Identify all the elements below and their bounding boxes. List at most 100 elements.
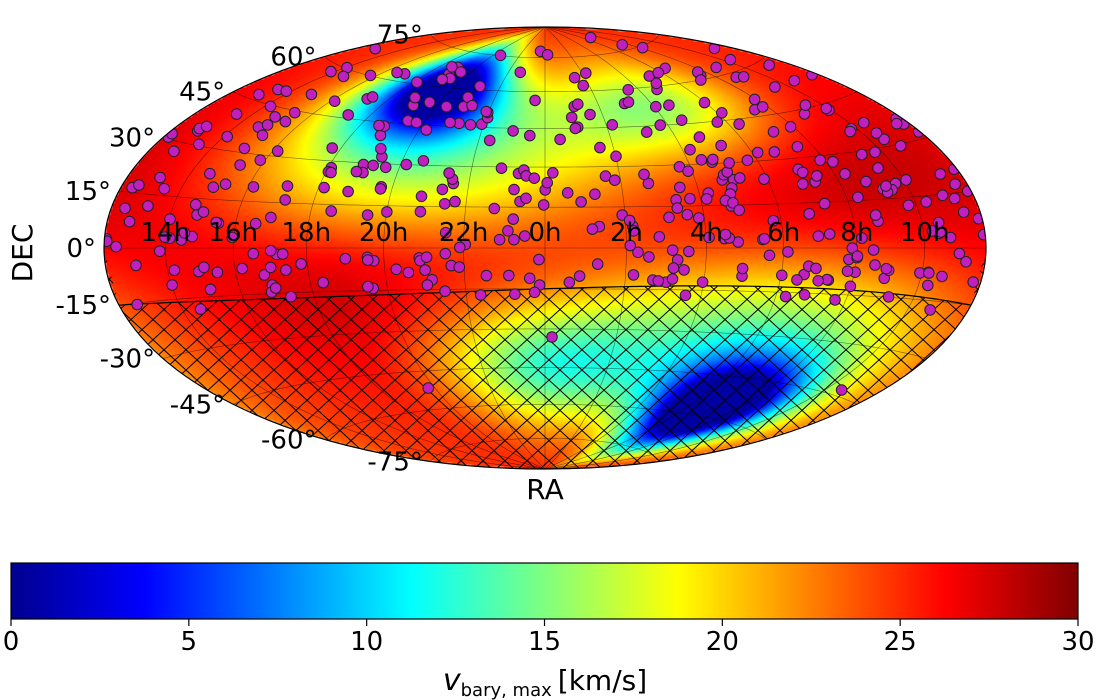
star-marker (249, 217, 262, 230)
star-marker (269, 282, 282, 294)
dec-tick-label: -60° (261, 425, 316, 455)
star-marker (827, 156, 839, 168)
star-marker (455, 66, 467, 78)
star-marker (869, 146, 881, 158)
hatch-line-b (571, 259, 813, 469)
star-marker (684, 143, 696, 156)
star-marker (166, 279, 178, 291)
star-marker (693, 131, 706, 143)
star-marker (305, 88, 318, 101)
star-marker (154, 245, 166, 257)
star-marker (758, 233, 771, 245)
star-marker (628, 225, 640, 237)
star-marker (204, 167, 216, 180)
star-marker (197, 206, 210, 218)
hatch-line-b (615, 259, 857, 469)
star-marker (317, 276, 330, 289)
star-marker (734, 172, 746, 184)
star-marker (420, 124, 433, 136)
star-marker (936, 270, 948, 283)
star-marker (374, 183, 387, 195)
star-marker (835, 384, 848, 396)
star-marker (580, 67, 592, 79)
hatch-line-b (659, 259, 901, 469)
star-marker (674, 181, 686, 194)
star-marker (133, 179, 145, 191)
star-marker (791, 140, 804, 153)
star-marker (880, 262, 893, 275)
star-marker (337, 70, 350, 83)
star-marker (769, 81, 781, 93)
star-marker (483, 134, 496, 147)
hatch-line-b (1034, 260, 1100, 480)
hatch-line-a (1078, 260, 1100, 480)
star-marker (247, 247, 260, 260)
star-marker (409, 91, 421, 104)
star-marker (524, 129, 536, 142)
star-marker (367, 159, 380, 172)
star-marker (285, 290, 297, 303)
star-marker (318, 181, 330, 194)
star-marker (276, 248, 289, 260)
star-marker (632, 246, 644, 259)
star-marker (643, 251, 655, 263)
ra-tick-label: 8h (840, 218, 873, 248)
dec-tick-label: 15° (65, 177, 111, 207)
star-marker (342, 185, 354, 198)
star-marker (507, 213, 520, 225)
star-marker (258, 269, 271, 281)
star-marker (798, 289, 811, 301)
star-marker (364, 69, 377, 82)
star-marker (803, 208, 816, 220)
star-marker (763, 249, 776, 262)
star-marker (488, 202, 501, 215)
dec-tick-label: 45° (179, 78, 225, 108)
star-marker (934, 168, 947, 180)
colorbar-label-symbol: v (443, 663, 462, 698)
colorbar-ticks: 0 5 10 15 20 25 30 (3, 619, 1095, 657)
star-marker (679, 289, 692, 302)
star-marker (623, 214, 636, 227)
star-marker (858, 116, 870, 129)
star-marker (565, 111, 578, 124)
star-marker (419, 264, 431, 276)
star-marker (194, 303, 207, 315)
star-marker (261, 119, 274, 131)
star-marker (776, 269, 788, 282)
hatch-line-a (0, 260, 64, 480)
star-marker (944, 231, 957, 244)
hatch-line-b (527, 259, 769, 469)
hatch-line-b (1078, 260, 1100, 480)
star-marker (684, 192, 696, 205)
star-marker (438, 198, 451, 210)
ra-tick-label: 18h (282, 218, 332, 248)
ra-tick-label: 2h (610, 218, 643, 248)
star-marker (414, 205, 427, 218)
star-marker (436, 183, 449, 196)
star-marker (439, 285, 451, 298)
hatch-line-a (0, 260, 42, 480)
star-marker (454, 241, 466, 254)
hatch-line-a (0, 260, 20, 480)
star-marker (480, 105, 493, 118)
hatch-line-a (1012, 260, 1100, 480)
star-marker (568, 71, 581, 84)
star-marker (446, 61, 458, 73)
star-marker (844, 280, 857, 293)
star-marker (440, 100, 453, 113)
star-marker (608, 174, 621, 186)
star-marker (589, 188, 601, 200)
star-marker (256, 129, 269, 142)
star-marker (841, 265, 854, 278)
star-marker (410, 116, 423, 129)
star-marker (265, 211, 277, 224)
star-marker (698, 96, 711, 109)
colorbar: 0 5 10 15 20 25 30 vbary, max [km/s] (3, 562, 1095, 700)
star-marker (379, 161, 392, 174)
star-marker (154, 171, 166, 184)
star-marker (594, 141, 606, 154)
ra-tick-labels: 14h 16h 18h 20h 22h 0h 2h 4h 6h 8h 10h (141, 218, 950, 248)
star-marker (810, 262, 822, 275)
ra-tick-label: 6h (767, 218, 800, 248)
star-marker (178, 227, 191, 239)
